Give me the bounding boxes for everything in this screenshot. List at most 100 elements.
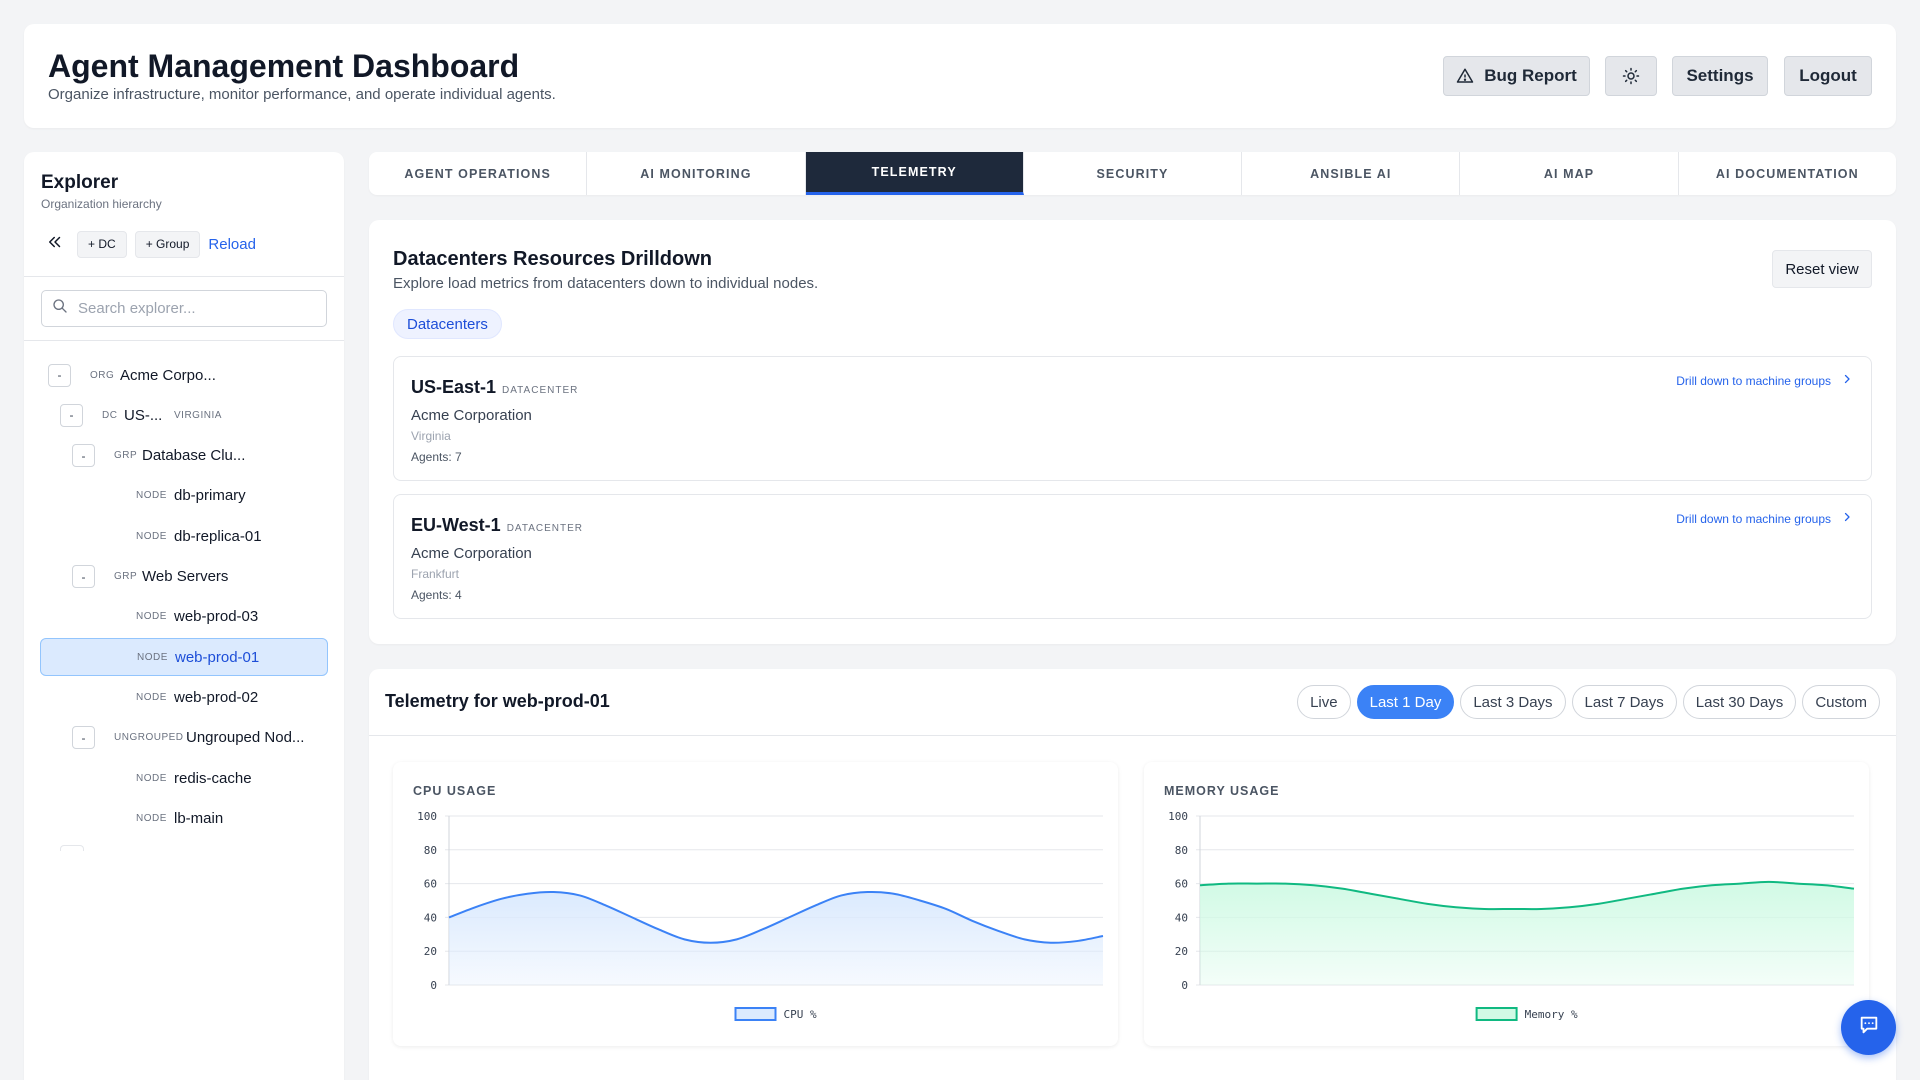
page-title: Agent Management Dashboard [48,48,520,84]
tree-item-type: UNGROUPED [114,732,184,744]
main-tabs: AGENT OPERATIONS AI MONITORING TELEMETRY SE… [369,152,1896,195]
explorer-sidebar: Explorer Organization hierarchy + DC + G… [24,152,344,1080]
series-area [449,891,1103,985]
tree-toggle[interactable]: - [48,363,71,387]
breadcrumb-datacenters[interactable]: Datacenters [393,309,502,339]
legend-label: Memory % [1525,1008,1578,1021]
series-line [448,890,1104,944]
drill-down-link[interactable]: Drill down to machine groups [1676,511,1853,526]
tree-toggle[interactable]: - [72,726,95,750]
tree-item-label: web-prod-02 [174,688,259,706]
legend-swatch [1475,1007,1518,1021]
tree-item-node[interactable]: NODE redis-cache [40,759,328,797]
range-last-3-days[interactable]: Last 3 Days [1460,685,1566,719]
explorer-search-input[interactable] [78,300,298,317]
tree-item-node[interactable]: NODE db-replica-01 [40,517,328,555]
datacenter-agent-count: Agents: 4 [411,588,462,602]
reload-link[interactable]: Reload [208,235,256,253]
explorer-actions: + DC + Group Reload [41,230,256,258]
tree-item-type: NODE [136,812,167,824]
legend-swatch [734,1007,777,1021]
theme-toggle-button[interactable] [1605,56,1657,96]
chevron-right-icon [1841,511,1853,526]
y-tick-label: 0 [1181,979,1188,992]
tab-ai-documentation[interactable]: AI DOCUMENTATION [1715,166,1859,181]
tree-item-node[interactable]: NODE web-prod-01 [40,638,328,677]
range-live[interactable]: Live [1297,685,1351,719]
y-tick-label: 20 [424,945,437,958]
drill-down-link[interactable]: Drill down to machine groups [1676,373,1853,388]
tree-item-label: lb-main [174,809,224,827]
tree-item-grp[interactable]: - GRP Web Servers [40,558,328,596]
y-tick-label: 100 [1168,810,1188,823]
tree-toggle[interactable]: - [60,403,83,427]
datacenter-tag: DATACENTER [506,523,583,534]
tree-item-node[interactable]: NODE lb-main [40,799,328,837]
tab-ai-map[interactable]: AI MAP [1460,152,1679,195]
tab-agent-operations[interactable]: AGENT OPERATIONS [369,152,588,195]
tree-item-type: GRP [114,450,138,462]
datacenter-name-label: US-East-1 [411,377,497,397]
datacenter-org: Acme Corporation [411,407,532,424]
collapse-sidebar-button[interactable] [41,230,69,258]
tree-item-label: US-... [124,406,163,424]
datacenter-card[interactable]: EU-West-1 DATACENTER Acme Corporation Frank… [393,494,1872,619]
tree-item-node[interactable]: NODE web-prod-02 [40,678,328,716]
range-last-1-day[interactable]: Last 1 Day [1356,685,1455,719]
time-range-selector: Live Last 1 Day Last 3 Days Last 7 Days Last… [1297,685,1880,719]
memory-usage-title: MEMORY USAGE [1164,784,1280,798]
datacenter-location: Frankfurt [411,567,460,581]
datacenter-org: Acme Corporation [411,545,532,562]
tree-item-type: GRP [114,571,138,582]
y-tick-label: 60 [1175,878,1188,891]
tree-toggle[interactable]: - [72,565,95,588]
tree-item-node[interactable]: NODE db-primary [40,477,328,515]
tree-item-ungrouped[interactable]: - UNGROUPED Ungrouped Nod... [40,719,328,757]
tab-ansible-ai[interactable]: ANSIBLE AI [1242,152,1461,195]
range-custom[interactable]: Custom [1802,685,1880,719]
tree-toggle[interactable]: - [72,444,95,468]
y-tick-label: 20 [1175,945,1188,958]
tree-item-label: db-primary [174,487,246,505]
cpu-usage-title: CPU USAGE [413,784,497,798]
y-tick-label: 0 [430,979,437,992]
tree-item-type: NODE [137,651,168,663]
y-tick-label: 40 [424,911,437,924]
tab-telemetry[interactable]: TELEMETRY [805,152,1024,195]
tree-item-grp[interactable]: - GRP Database Clu... [40,437,328,475]
datacenter-name: EU-West-1 DATACENTER [411,515,583,536]
range-last-30-days[interactable]: Last 30 Days [1682,685,1797,719]
divider [24,276,344,277]
tree-item-label: Ungrouped Nod... [186,729,305,747]
chat-button[interactable] [1841,1000,1896,1055]
tree-item-location: VIRGINIA [174,409,222,421]
tree-item-label: Web Servers [142,568,229,585]
sun-icon [1622,67,1640,85]
tree-item-node[interactable]: NODE web-prod-03 [40,598,328,636]
tree-item-label: db-replica-01 [174,527,262,545]
datacenter-tag: DATACENTER [502,385,579,396]
cpu-usage-card: CPU USAGE 0 20 40 60 80 100 CPU % [393,762,1118,1046]
datacenter-card[interactable]: US-East-1 DATACENTER Acme Corporation Virgi… [393,356,1872,481]
add-group-button[interactable]: + Group [134,230,201,258]
bug-report-button[interactable]: Bug Report [1443,56,1590,96]
tree-item-label: Database Clu... [142,447,246,465]
series-area [1200,881,1854,985]
tree-item-org[interactable]: - ORG Acme Corpo... [40,356,328,394]
logout-button[interactable]: Logout [1784,56,1872,96]
search-icon [52,298,68,319]
tree-item-type: NODE [136,490,167,502]
chat-bubble-icon [1858,1014,1880,1041]
bug-report-label: Bug Report [1484,66,1577,85]
cpu-usage-chart: 0 20 40 60 80 100 CPU % [417,810,1104,1021]
settings-button[interactable]: Settings [1672,56,1768,96]
datacenter-agent-count: Agents: 7 [411,450,462,464]
tab-ai-monitoring[interactable]: AI MONITORING [587,152,806,195]
add-dc-button[interactable]: + DC [77,230,127,258]
tree-item-dc[interactable]: - DC US-... VIRGINIA [40,396,328,434]
memory-usage-card: MEMORY USAGE 0 20 40 60 80 100 Memory % [1144,762,1869,1046]
reset-view-button[interactable]: Reset view [1772,250,1872,288]
range-last-7-days[interactable]: Last 7 Days [1571,685,1677,719]
y-tick-label: 100 [417,810,437,823]
tab-security[interactable]: SECURITY [1024,152,1243,195]
